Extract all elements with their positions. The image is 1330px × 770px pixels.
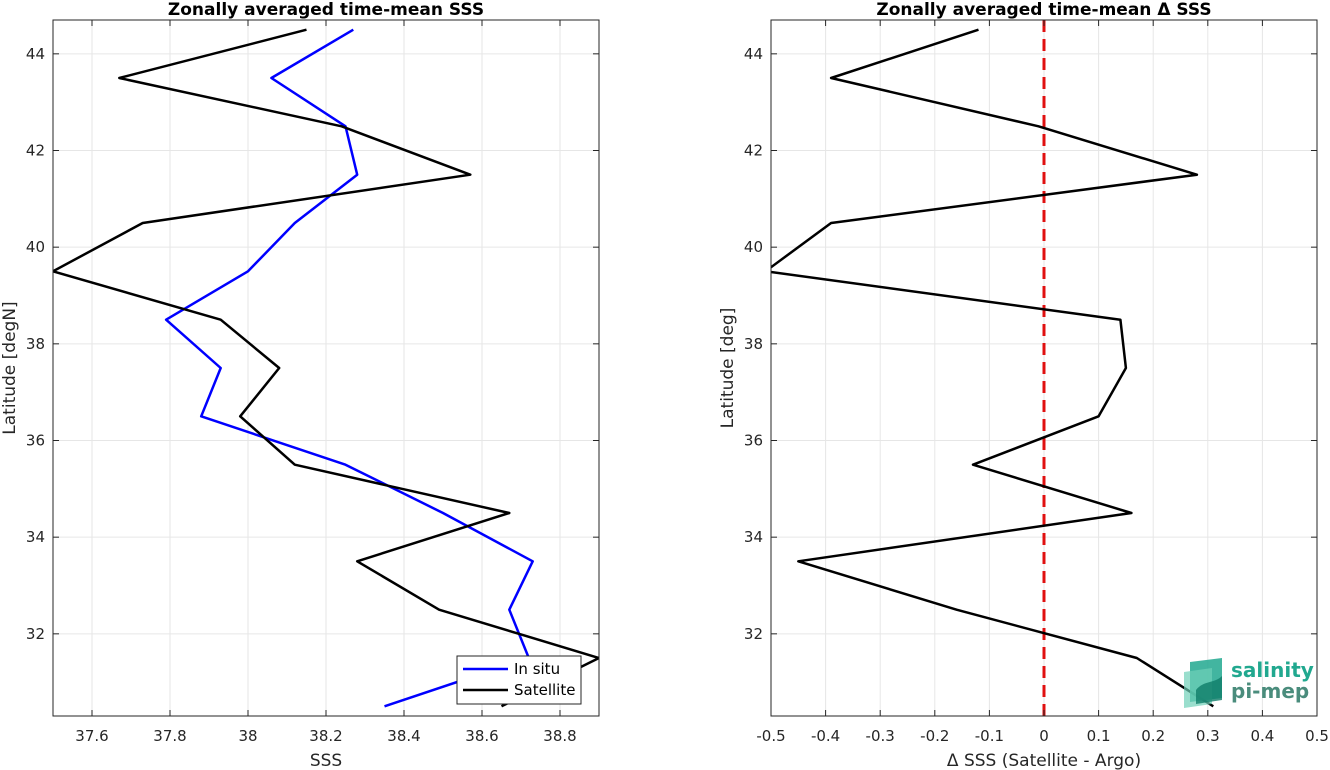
- salinity-pi-mep-logo: salinity pi-mep: [1184, 658, 1314, 708]
- series-line-series-0: [771, 28, 1214, 708]
- y-tick-label: 32: [26, 625, 45, 643]
- x-tick-label: 38.4: [387, 727, 420, 745]
- x-tick-label: -0.5: [756, 727, 785, 745]
- x-tick-label: 38.8: [543, 727, 576, 745]
- x-axis-label: SSS: [310, 751, 342, 770]
- logo-text-salinity: salinity: [1231, 658, 1314, 682]
- y-tick-label: 34: [26, 528, 45, 546]
- chart-title: Zonally averaged time-mean Δ SSS: [876, 0, 1211, 20]
- x-tick-label: -0.1: [975, 727, 1004, 745]
- x-tick-label: 0.5: [1305, 727, 1329, 745]
- y-tick-label: 44: [744, 45, 763, 63]
- x-tick-label: -0.2: [920, 727, 949, 745]
- legend: In situ Satellite: [456, 655, 582, 705]
- series-line-in-situ: [164, 28, 534, 708]
- y-tick-label: 42: [26, 142, 45, 160]
- delta-sss-panel: -0.5 -0.4 -0.3 -0.2 -0.1 0 0.1 0.2 0.3 0.4 0.5 32 34…: [718, 0, 1329, 770]
- y-axis-label: Latitude [deg]: [718, 308, 738, 429]
- x-axis-label: Δ SSS (Satellite - Argo): [947, 751, 1141, 770]
- legend-label-in-situ: In situ: [514, 660, 560, 678]
- y-tick-label: 40: [26, 238, 45, 256]
- y-axis-label: Latitude [degN]: [0, 301, 20, 434]
- series-line-satellite: [53, 28, 599, 708]
- x-tick-label: -0.4: [811, 727, 840, 745]
- x-tick-label: 0: [1039, 727, 1049, 745]
- x-tick-label: 0.3: [1196, 727, 1220, 745]
- x-tick-label: 38.6: [465, 727, 498, 745]
- logo-text-pi-mep: pi-mep: [1231, 679, 1309, 703]
- y-tick-label: 38: [26, 335, 45, 353]
- y-tick-label: 38: [744, 335, 763, 353]
- y-tick-label: 32: [744, 625, 763, 643]
- legend-label-satellite: Satellite: [514, 681, 575, 699]
- x-tick-label: -0.3: [866, 727, 895, 745]
- x-tick-label: 0.4: [1250, 727, 1274, 745]
- x-tick-label: 37.8: [153, 727, 186, 745]
- y-tick-label: 42: [744, 142, 763, 160]
- y-tick-label: 36: [26, 432, 45, 450]
- y-tick-label: 44: [26, 45, 45, 63]
- x-tick-label: 0.1: [1087, 727, 1111, 745]
- sss-panel: 37.6 37.8 38 38.2 38.4 38.6 38.8 32 34 36 38 40 42 44…: [0, 0, 600, 770]
- y-tick-label: 34: [744, 528, 763, 546]
- x-tick-label: 38.2: [309, 727, 342, 745]
- y-tick-label: 40: [744, 238, 763, 256]
- logo-mark-icon: [1184, 658, 1222, 708]
- x-tick-label: 38: [238, 727, 257, 745]
- x-tick-label: 0.2: [1141, 727, 1165, 745]
- chart-title: Zonally averaged time-mean SSS: [168, 0, 484, 20]
- x-tick-label: 37.6: [75, 727, 108, 745]
- y-tick-label: 36: [744, 432, 763, 450]
